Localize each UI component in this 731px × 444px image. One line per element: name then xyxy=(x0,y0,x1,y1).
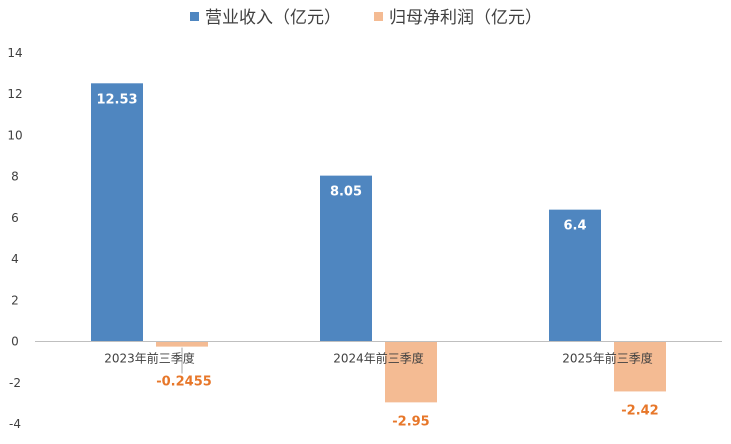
category-label: 2025年前三季度 xyxy=(562,351,653,366)
category-label: 2023年前三季度 xyxy=(104,351,195,366)
legend-label-revenue: 营业收入（亿元） xyxy=(205,8,341,28)
bar-revenue xyxy=(320,176,372,342)
bar-net-profit xyxy=(614,342,666,392)
legend: 营业收入（亿元） 归母净利润（亿元） xyxy=(190,8,542,28)
y-tick-label: 8 xyxy=(11,170,19,184)
data-label-net-profit: -2.42 xyxy=(621,403,658,418)
legend-swatch-net-profit xyxy=(374,12,383,21)
y-tick-label: 4 xyxy=(11,252,19,266)
category-labels: 2023年前三季度 2024年前三季度 2025年前三季度 xyxy=(104,351,653,366)
y-tick-label: 10 xyxy=(7,128,22,142)
y-tick-label: 12 xyxy=(7,87,22,101)
data-label-revenue: 6.4 xyxy=(563,219,586,234)
bar-net-profit xyxy=(156,342,208,347)
y-tick-label: 2 xyxy=(11,293,19,307)
y-tick-label: 6 xyxy=(11,211,19,225)
y-tick-label: 14 xyxy=(7,46,22,60)
y-axis-ticks: -4 -2 0 2 4 6 8 10 12 14 xyxy=(7,46,22,431)
y-tick-label: -2 xyxy=(9,376,21,390)
data-label-net-profit: -0.2455 xyxy=(156,375,212,390)
data-label-revenue: 12.53 xyxy=(96,92,137,107)
y-tick-label: 0 xyxy=(11,335,19,349)
data-label-revenue: 8.05 xyxy=(330,185,362,200)
legend-label-net-profit: 归母净利润（亿元） xyxy=(389,8,542,28)
legend-swatch-revenue xyxy=(190,12,199,21)
category-label: 2024年前三季度 xyxy=(333,351,424,366)
y-tick-label: -4 xyxy=(9,417,21,431)
bar-revenue xyxy=(91,83,143,341)
data-label-net-profit: -2.95 xyxy=(392,414,429,429)
